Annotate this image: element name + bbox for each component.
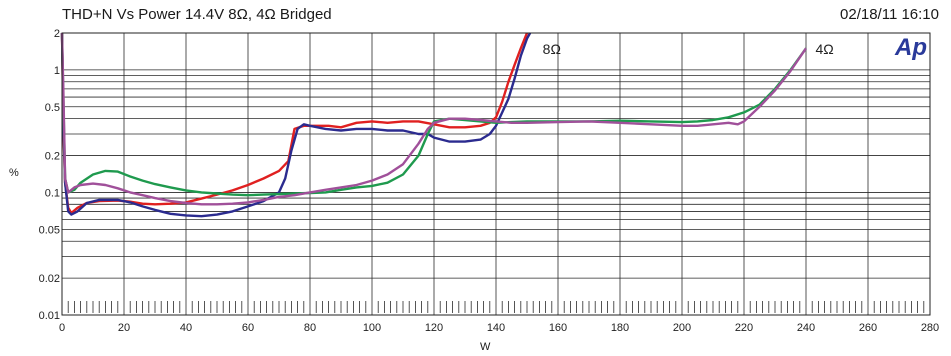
- x-tick-label: 20: [118, 322, 130, 334]
- ap-logo-text: Ap: [894, 34, 927, 61]
- annotations: 8Ω 4Ω: [543, 41, 834, 57]
- x-tick-label: 240: [797, 322, 815, 334]
- x-tick-label: 220: [735, 322, 753, 334]
- y-tick-label: 0.2: [45, 151, 60, 163]
- y-tick-labels: 2 1 0.5 0.2 0.1 0.05 0.02 0.01: [39, 28, 60, 322]
- x-tick-label: 280: [921, 322, 939, 334]
- y-tick-label: 0.01: [39, 310, 60, 322]
- x-tick-label: 200: [673, 322, 691, 334]
- x-tick-label: 40: [180, 322, 192, 334]
- x-tick-label: 260: [859, 322, 877, 334]
- series-line-2: [62, 33, 530, 216]
- y-tick-label: 2: [54, 28, 60, 40]
- x-tick-label: 0: [59, 322, 65, 334]
- x-tick-label: 60: [242, 322, 254, 334]
- y-tick-label: 0.1: [45, 187, 60, 199]
- x-tick-label: 160: [549, 322, 567, 334]
- x-tick-label: 100: [363, 322, 381, 334]
- x-tick-label: 120: [425, 322, 443, 334]
- y-tick-label: 0.5: [45, 102, 60, 114]
- y-tick-label: 0.05: [39, 224, 60, 236]
- x-tick-label: 80: [304, 322, 316, 334]
- series-line-1: [62, 33, 527, 213]
- y-tick-label: 0.02: [39, 273, 60, 285]
- x-tick-labels: 0 20 40 60 80 100 120 140 160 180 200 220 240 260 280: [59, 322, 939, 334]
- curve-label: 4Ω: [815, 41, 833, 57]
- x-tick-label: 180: [611, 322, 629, 334]
- y-tick-label: 1: [54, 65, 60, 77]
- curve-label: 8Ω: [543, 41, 561, 57]
- x-tick-label: 140: [487, 322, 505, 334]
- grid: [62, 33, 930, 315]
- ap-logo: Ap: [894, 34, 927, 61]
